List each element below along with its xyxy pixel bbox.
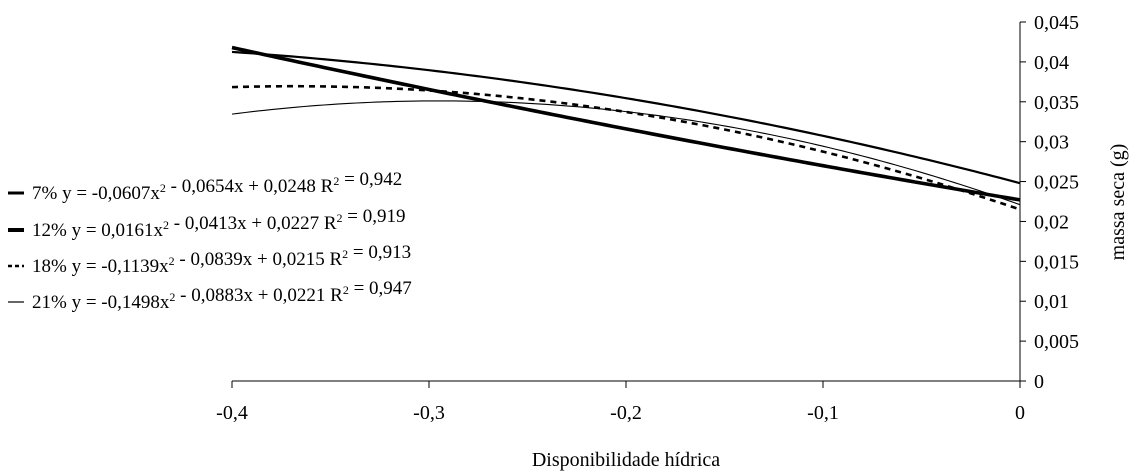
legend-entry: 18% y = -0,1139x2 - 0,0839x + 0,0215 R2 … xyxy=(32,242,411,277)
legend-superscript: 2 xyxy=(342,247,348,261)
legend-equation-part: = 0,947 xyxy=(349,278,412,299)
legend-equation-part: = 0,919 xyxy=(343,206,406,227)
y-tick-label: 0,035 xyxy=(1034,92,1079,114)
x-tick-label: -0,3 xyxy=(413,402,445,424)
legend-equation-part: = 0,942 xyxy=(339,169,402,190)
x-tick-label: -0,1 xyxy=(807,402,839,424)
legend-series-name: 21% xyxy=(32,292,72,313)
y-tick-label: 0,02 xyxy=(1034,211,1069,233)
legend-superscript: 2 xyxy=(160,181,166,195)
y-tick-label: 0,025 xyxy=(1034,172,1079,194)
legend-series-name: 18% xyxy=(32,256,72,277)
legend-equation-part: - 0,0839x + 0,0215 R xyxy=(175,249,343,270)
legend-superscript: 2 xyxy=(163,218,169,232)
y-axis-title: massa seca (g) xyxy=(1107,144,1129,261)
y-tick-label: 0,04 xyxy=(1034,52,1069,74)
legend-series-name: 12% xyxy=(32,220,72,241)
legend-superscript: 2 xyxy=(333,174,339,188)
x-tick-label: -0,2 xyxy=(610,402,642,424)
y-tick-label: 0,03 xyxy=(1034,132,1069,154)
y-tick-label: 0,005 xyxy=(1034,331,1079,353)
y-tick-label: 0 xyxy=(1034,371,1044,393)
legend-entry: 12% y = 0,0161x2 - 0,0413x + 0,0227 R2 =… xyxy=(32,206,405,241)
series-line-12pct xyxy=(231,45,1021,202)
legend-superscript: 2 xyxy=(169,254,175,268)
legend-equation-part: y = -0,0607x xyxy=(62,183,160,204)
x-axis-title: Disponibilidade hídrica xyxy=(532,449,720,471)
y-tick-label: 0,045 xyxy=(1034,12,1079,34)
plot-lines xyxy=(231,45,1021,211)
series-line-21pct xyxy=(231,100,1021,206)
x-tick-label: 0 xyxy=(1015,402,1025,424)
series-line-18pct xyxy=(231,84,1021,211)
legend-equation-part: y = -0,1498x xyxy=(72,292,170,313)
legend-entry: 21% y = -0,1498x2 - 0,0883x + 0,0221 R2 … xyxy=(32,278,412,313)
legend-superscript: 2 xyxy=(343,283,349,297)
y-tick-label: 0,01 xyxy=(1034,291,1069,313)
y-axis: 0 0,005 0,01 0,015 0,02 0,025 0,03 0,035 0,04 0,0… xyxy=(1019,12,1079,393)
x-tick-label: -0,4 xyxy=(216,402,248,424)
legend-equation-part: - 0,0654x + 0,0248 R xyxy=(166,176,334,197)
legend-equation-part: y = -0,1139x xyxy=(72,256,170,277)
legend-equation-part: - 0,0883x + 0,0221 R xyxy=(175,285,343,306)
legend-equation-part: = 0,913 xyxy=(348,242,411,263)
legend-entry: 7% y = -0,0607x2 - 0,0654x + 0,0248 R2 =… xyxy=(32,169,402,204)
legend-equation-part: y = 0,0161x xyxy=(72,220,164,241)
legend-series-name: 7% xyxy=(32,183,62,204)
series-line-7pct xyxy=(231,50,1021,185)
y-tick-label: 0,015 xyxy=(1034,251,1079,273)
legend: 7% y = -0,0607x2 - 0,0654x + 0,0248 R2 =… xyxy=(8,169,412,313)
legend-superscript: 2 xyxy=(337,211,343,225)
x-axis: -0,4 -0,3 -0,2 -0,1 0 xyxy=(216,380,1025,424)
legend-equation-part: - 0,0413x + 0,0227 R xyxy=(169,213,337,234)
legend-superscript: 2 xyxy=(169,290,175,304)
